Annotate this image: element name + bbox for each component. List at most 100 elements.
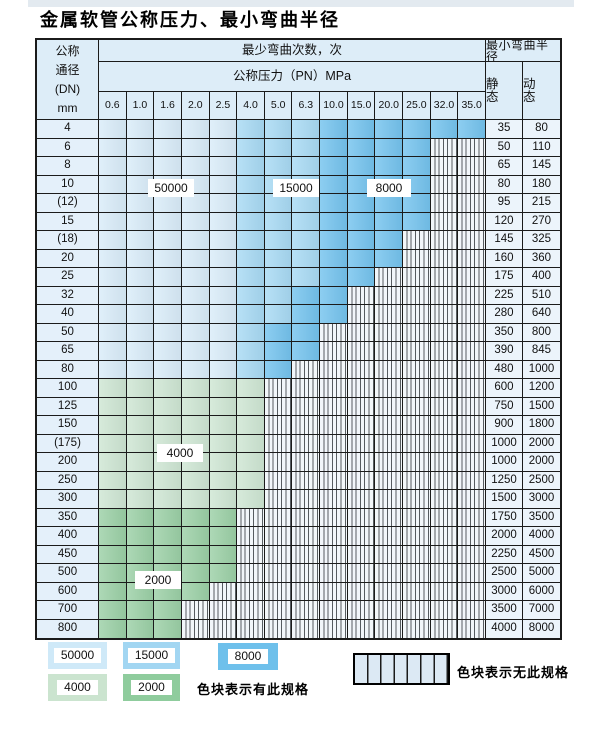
spec-cell <box>181 397 210 416</box>
static-radius-cell: 4000 <box>485 619 523 638</box>
spec-cell <box>126 157 155 176</box>
no-spec-cell <box>320 323 348 342</box>
dynamic-radius-cell: 145 <box>522 157 560 176</box>
spec-cell <box>320 286 348 305</box>
spec-cell <box>126 231 155 250</box>
static-radius-cell: 175 <box>485 268 523 287</box>
no-spec-cell <box>320 564 348 583</box>
no-spec-cell <box>264 619 293 638</box>
no-spec-cell <box>237 582 265 601</box>
spec-cell <box>99 582 127 601</box>
no-spec-cell <box>237 545 265 564</box>
spec-cell <box>237 379 265 398</box>
spec-cell <box>320 268 348 287</box>
no-spec-cell <box>237 564 265 583</box>
spec-cell <box>181 249 210 268</box>
no-spec-cell <box>403 434 431 453</box>
no-spec-cell <box>375 397 404 416</box>
no-spec-cell <box>292 601 321 620</box>
no-spec-cell <box>264 545 293 564</box>
spec-cell <box>320 231 348 250</box>
no-spec-cell <box>458 379 486 398</box>
spec-cell <box>181 379 210 398</box>
dynamic-radius-cell: 4500 <box>522 545 560 564</box>
spec-cell <box>237 305 265 324</box>
static-radius-cell: 2250 <box>485 545 523 564</box>
dynamic-radius-cell: 1200 <box>522 379 560 398</box>
spec-cell <box>403 138 431 157</box>
pressure-col-header: 1.0 <box>126 92 155 120</box>
spec-cell <box>99 453 127 472</box>
spec-cell <box>458 120 486 139</box>
spec-cell <box>237 453 265 472</box>
static-radius-cell: 95 <box>485 194 523 213</box>
spec-cell <box>154 471 182 490</box>
no-spec-cell <box>458 138 486 157</box>
no-spec-cell <box>430 157 459 176</box>
dn-cell: 450 <box>37 545 99 564</box>
spec-cell <box>126 508 155 527</box>
no-spec-cell <box>320 434 348 453</box>
no-spec-cell <box>458 157 486 176</box>
dn-cell: 25 <box>37 268 99 287</box>
dn-cell: 32 <box>37 286 99 305</box>
no-spec-cell <box>347 305 376 324</box>
spec-cell <box>181 545 210 564</box>
no-spec-cell <box>458 342 486 361</box>
no-spec-cell <box>347 601 376 620</box>
spec-cell <box>264 138 293 157</box>
dynamic-radius-cell: 215 <box>522 194 560 213</box>
spec-cell <box>99 434 127 453</box>
no-spec-cell <box>347 471 376 490</box>
spec-cell <box>126 138 155 157</box>
spec-cell <box>126 342 155 361</box>
dynamic-radius-cell: 800 <box>522 323 560 342</box>
no-spec-cell <box>430 212 459 231</box>
spec-cell <box>209 268 238 287</box>
no-spec-cell <box>375 268 404 287</box>
spec-cell <box>99 231 127 250</box>
no-spec-cell <box>375 305 404 324</box>
spec-cell <box>154 619 182 638</box>
no-spec-cell <box>320 471 348 490</box>
spec-cell <box>430 120 459 139</box>
dynamic-radius-cell: 5000 <box>522 564 560 583</box>
spec-cell <box>181 268 210 287</box>
pressure-col-header: 1.6 <box>154 92 182 120</box>
dynamic-radius-cell: 80 <box>522 120 560 139</box>
no-spec-cell <box>375 601 404 620</box>
no-spec-cell <box>347 360 376 379</box>
no-spec-cell <box>292 527 321 546</box>
no-spec-cell <box>292 490 321 509</box>
dn-cell: 15 <box>37 212 99 231</box>
static-radius-cell: 2000 <box>485 527 523 546</box>
spec-cell <box>264 305 293 324</box>
spec-cell <box>126 416 155 435</box>
no-spec-cell <box>375 527 404 546</box>
no-spec-cell <box>375 619 404 638</box>
spec-cell <box>264 268 293 287</box>
spec-cell <box>237 138 265 157</box>
spec-cell <box>99 416 127 435</box>
spec-cell <box>209 323 238 342</box>
dynamic-radius-cell: 2500 <box>522 471 560 490</box>
spec-cell <box>99 564 127 583</box>
spec-cell <box>375 231 404 250</box>
no-spec-cell <box>264 564 293 583</box>
dn-cell: 40 <box>37 305 99 324</box>
dynamic-radius-cell: 1500 <box>522 397 560 416</box>
no-spec-cell <box>458 508 486 527</box>
spec-cell <box>126 120 155 139</box>
no-spec-cell <box>347 508 376 527</box>
spec-cell <box>209 286 238 305</box>
spec-cell <box>237 120 265 139</box>
no-spec-cell <box>347 545 376 564</box>
spec-cell <box>154 212 182 231</box>
no-spec-cell <box>375 379 404 398</box>
no-spec-cell <box>347 453 376 472</box>
no-spec-cell <box>458 397 486 416</box>
no-spec-cell <box>292 434 321 453</box>
spec-cell <box>209 397 238 416</box>
dn-cell: 20 <box>37 249 99 268</box>
